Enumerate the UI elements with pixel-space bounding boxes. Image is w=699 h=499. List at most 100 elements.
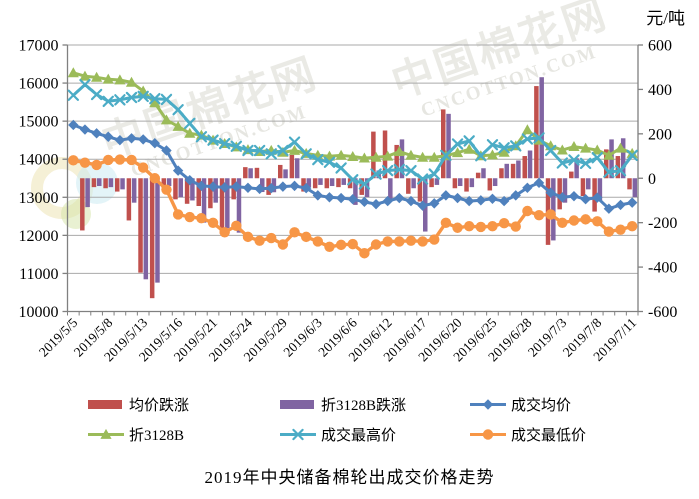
left-axis-tick-label: 14000 [19,152,59,169]
bar-b3128-change [586,178,591,190]
legend-marker-deal-low-price [470,429,506,440]
legend-marker-deal-high-price [280,428,316,441]
bar-avg-price-change [603,149,609,179]
left-axis-tick-label: 16000 [19,76,59,93]
bar-avg-price-change [499,168,504,179]
bar-avg-price-change [534,86,539,179]
bar-b3128-change [446,113,451,179]
bar-b3128-change [539,77,544,179]
bar-b3128-change [108,178,114,188]
bar-avg-price-change [336,178,341,188]
bar-avg-price-change [114,178,120,192]
bar-avg-price-change [464,178,469,192]
bar-b3128-change [329,178,335,187]
bar-b3128-change [469,178,475,188]
bar-b3128-change [248,168,253,179]
bar-avg-price-change [487,178,493,191]
bar-b3128-change [271,178,277,193]
bar-b3128-change [120,178,125,190]
bar-avg-price-change [184,178,190,204]
bar-avg-price-change [277,164,283,179]
legend-label-deal-avg-price: 成交均价 [511,398,572,414]
bar-avg-price-change [406,178,411,194]
bar-b3128-change [306,178,312,188]
bar-avg-price-change [510,163,516,179]
bar-b3128-change [166,178,172,187]
line-deal-avg-price [68,119,638,214]
bar-b3128-change [527,150,533,179]
legend-label-avg-price-change: 均价跌涨 [129,398,190,414]
bar-b3128-change [201,178,207,223]
bar-b3128-change [178,178,184,198]
bar-b3128-change [434,178,440,185]
bar-b3128-change [481,168,486,179]
bar-avg-price-change [475,172,481,179]
bar-b3128-change [283,169,288,179]
bar-b3128-change [457,178,463,187]
bar-b3128-change [143,178,149,280]
bar-b3128-change [190,178,195,201]
axis-labels: 17000 16000 15000 14000 13000 12000 11000 10000… [19,38,678,365]
legend-label-deal-low-price: 成交最低价 [511,428,587,444]
legend-item-b3128-change: 折3128B跌涨 [280,394,470,415]
legend-item-deal-high-price: 成交最高价 [280,424,470,445]
legend-marker-deal-avg-price [470,399,506,410]
bar-b3128-change [562,178,568,203]
bar-avg-price-change [324,178,330,189]
bar-avg-price-change [91,178,97,188]
bar-b3128-change [574,158,579,179]
right-axis-tick-label: 200 [648,126,672,143]
bar-avg-price-change [580,178,586,197]
bar-avg-price-change [371,131,376,179]
legend-label-b3128-change: 折3128B跌涨 [321,398,407,414]
bar-b3128-change [260,178,265,193]
bar-b3128-change [225,178,230,229]
bar-avg-price-change [394,144,399,179]
bar-b3128-change [131,178,137,203]
bar-b3128-change [399,139,405,179]
bar-b3128-change [620,138,626,179]
legend-marker-b3128-price [88,428,124,439]
bar-b3128-change [388,178,393,201]
bar-avg-price-change [138,178,143,273]
bar-b3128-change [516,160,521,179]
bar-b3128-change [632,178,638,198]
chart-title: 2019年中央储备棉轮出成交价格走势 [204,468,495,487]
bar-avg-price-change [254,167,260,179]
bar-avg-price-change [312,178,318,189]
legend-item-deal-low-price: 成交最低价 [470,424,640,445]
bar-avg-price-change [429,178,434,188]
legend-item-avg-price-change: 均价跌涨 [88,394,280,415]
left-axis-tick-label: 13000 [19,190,59,207]
bar-avg-price-change [301,178,306,192]
right-axis-tick-label: -400 [648,260,677,277]
bar-b3128-change [236,178,242,233]
bar-b3128-change [85,178,90,208]
bar-avg-price-change [557,178,562,210]
bar-b3128-change [341,178,347,185]
bar-avg-price-change [627,178,632,190]
left-axis-tick-label: 10000 [19,304,59,321]
bar-b3128-change [492,178,498,187]
legend-marker-avg-price-change [88,400,122,409]
legend-item-deal-avg-price: 成交均价 [470,394,640,415]
right-axis-tick-label: -200 [648,215,677,232]
bar-b3128-change [155,178,160,283]
bar-avg-price-change [173,178,178,200]
right-axis-tick-label: -600 [648,304,677,321]
bar-avg-price-change [382,130,388,179]
axis-unit-label: 元/吨 [646,9,685,28]
bar-avg-price-change [522,156,527,179]
bar-avg-price-change [569,171,574,179]
bar-b3128-change [294,158,300,179]
right-axis-tick-label: 600 [648,38,672,55]
left-axis-tick-label: 11000 [19,266,58,283]
left-axis-tick-label: 15000 [19,114,59,131]
bar-avg-price-change [417,178,423,202]
line-deal-high-price [67,78,638,190]
bar-avg-price-change [219,178,225,234]
bar-avg-price-change [452,178,458,189]
bar-avg-price-change [440,109,446,179]
